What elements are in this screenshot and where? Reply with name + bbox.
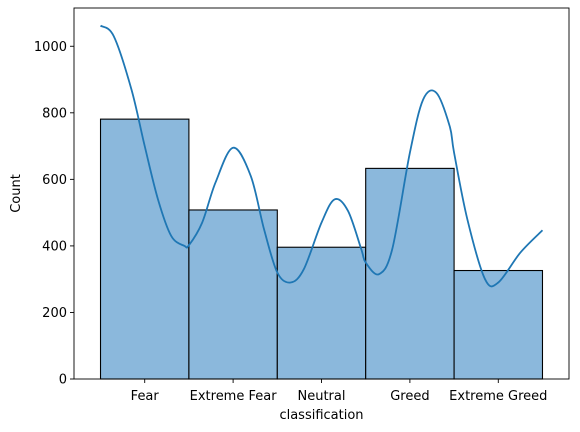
- kde-line: [99, 24, 544, 288]
- y-axis-label: Count: [9, 174, 24, 213]
- y-tick-label: 200: [42, 306, 67, 321]
- x-axis-ticks: Fear Extreme Fear Neutral Greed Extreme Gree…: [131, 379, 547, 404]
- x-tick-label: Greed: [390, 389, 429, 404]
- x-tick-label: Extreme Fear: [190, 389, 278, 404]
- bar-fear: [99, 118, 190, 380]
- y-tick-label: 600: [42, 173, 67, 188]
- x-axis-label: classification: [279, 408, 363, 423]
- y-tick-label: 400: [42, 239, 67, 254]
- x-tick-label: Extreme Greed: [449, 389, 547, 404]
- y-tick-label: 800: [42, 106, 67, 121]
- x-tick-label: Neutral: [298, 389, 346, 404]
- bar-neutral: [276, 246, 367, 380]
- bar-extreme-fear: [188, 209, 278, 380]
- y-tick-label: 1000: [34, 40, 67, 55]
- bar-extreme-greed: [453, 269, 544, 380]
- y-axis-ticks: 0 200 400 600 800 1000: [34, 40, 74, 388]
- y-tick-label: 0: [59, 373, 67, 388]
- x-tick-label: Fear: [131, 389, 160, 404]
- bars-group: [99, 118, 544, 380]
